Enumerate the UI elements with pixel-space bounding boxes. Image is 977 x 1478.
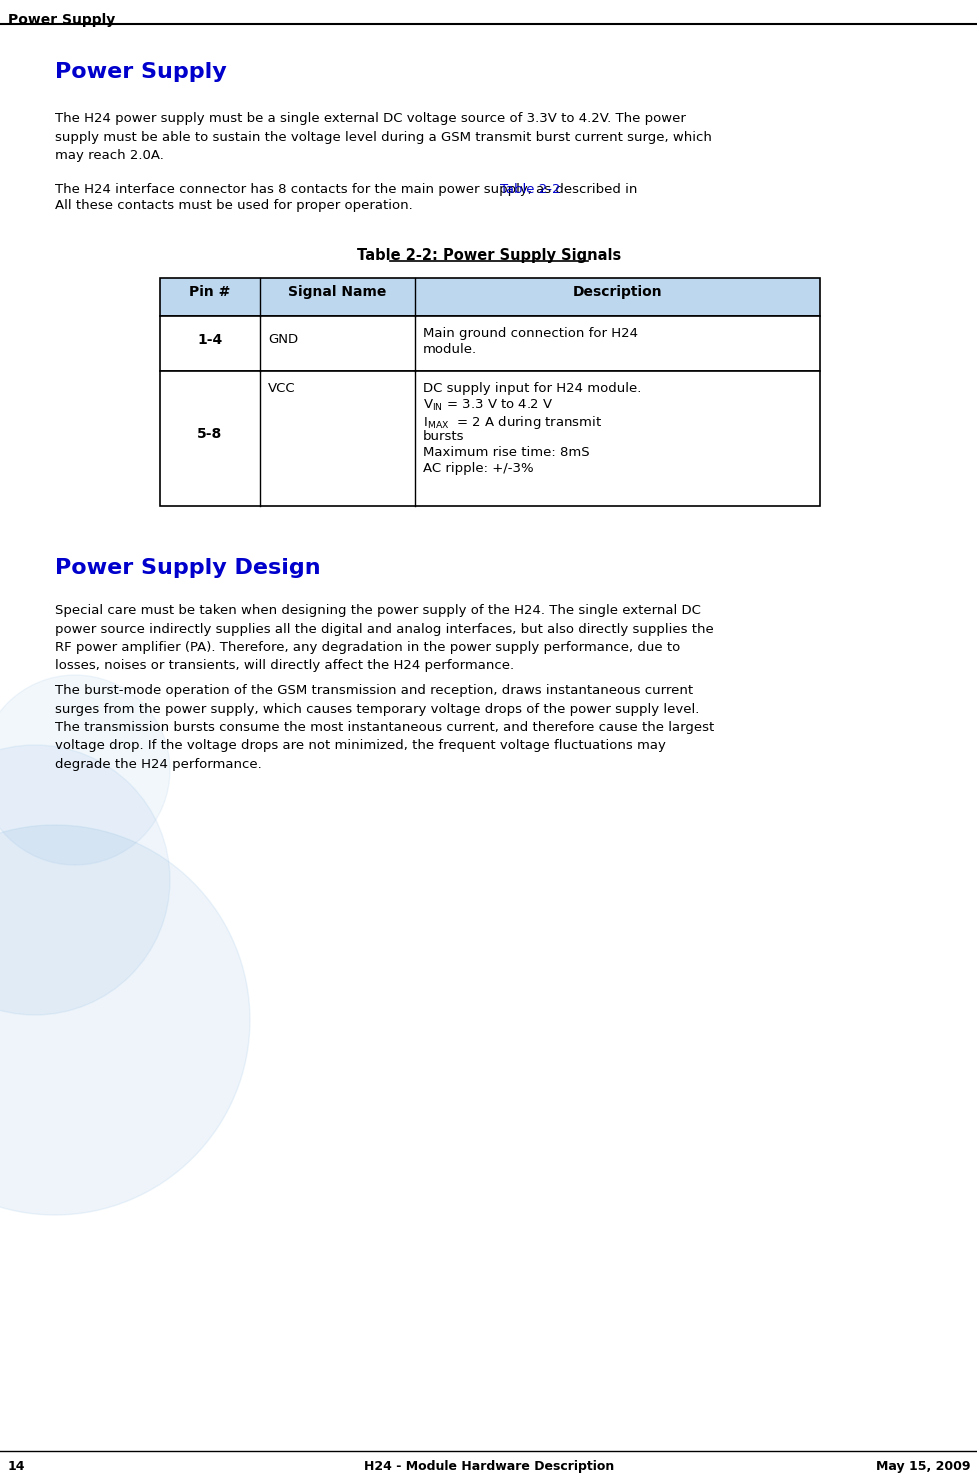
Circle shape — [0, 745, 170, 1015]
FancyBboxPatch shape — [160, 316, 819, 371]
Text: Signal Name: Signal Name — [288, 285, 386, 299]
Text: Maximum rise time: 8mS: Maximum rise time: 8mS — [423, 446, 589, 460]
Text: I$_{\mathregular{MAX}}$  = 2 A during transmit: I$_{\mathregular{MAX}}$ = 2 A during tra… — [423, 414, 602, 432]
Text: Power Supply Design: Power Supply Design — [55, 559, 320, 578]
Text: H24 - Module Hardware Description: H24 - Module Hardware Description — [363, 1460, 614, 1474]
Text: 5-8: 5-8 — [197, 427, 223, 442]
Text: module.: module. — [423, 343, 477, 356]
Text: The H24 interface connector has 8 contacts for the main power supply, as describ: The H24 interface connector has 8 contac… — [55, 183, 641, 197]
Circle shape — [0, 825, 250, 1215]
Text: V$_{\mathregular{IN}}$ = 3.3 V to 4.2 V: V$_{\mathregular{IN}}$ = 3.3 V to 4.2 V — [423, 398, 553, 412]
Text: AC ripple: +/-3%: AC ripple: +/-3% — [423, 463, 533, 474]
Text: May 15, 2009: May 15, 2009 — [874, 1460, 969, 1474]
Text: All these contacts must be used for proper operation.: All these contacts must be used for prop… — [55, 200, 412, 211]
Text: Main ground connection for H24: Main ground connection for H24 — [423, 327, 637, 340]
Text: The burst-mode operation of the GSM transmission and reception, draws instantane: The burst-mode operation of the GSM tran… — [55, 684, 713, 772]
Circle shape — [0, 675, 170, 865]
Text: Description: Description — [573, 285, 661, 299]
FancyBboxPatch shape — [160, 371, 819, 505]
Text: Power Supply: Power Supply — [55, 62, 227, 81]
FancyBboxPatch shape — [160, 278, 819, 316]
Text: Table 2-2: Power Supply Signals: Table 2-2: Power Supply Signals — [357, 248, 620, 263]
Text: Table 2-2: Table 2-2 — [500, 183, 561, 197]
Text: Pin #: Pin # — [190, 285, 231, 299]
Text: VCC: VCC — [268, 381, 295, 395]
Text: The H24 power supply must be a single external DC voltage source of 3.3V to 4.2V: The H24 power supply must be a single ex… — [55, 112, 711, 163]
Text: GND: GND — [268, 333, 298, 346]
Text: 14: 14 — [8, 1460, 25, 1474]
Text: DC supply input for H24 module.: DC supply input for H24 module. — [423, 381, 641, 395]
Text: bursts: bursts — [423, 430, 464, 443]
Text: Power Supply: Power Supply — [8, 13, 115, 27]
Text: 1-4: 1-4 — [197, 333, 223, 346]
Text: Special care must be taken when designing the power supply of the H24. The singl: Special care must be taken when designin… — [55, 605, 713, 672]
